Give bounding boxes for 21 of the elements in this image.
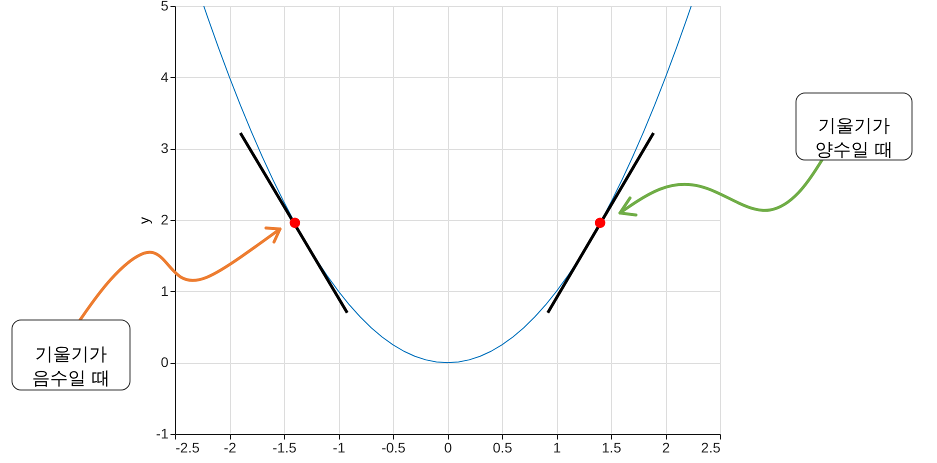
y-tick-label: 3 — [160, 140, 169, 156]
x-tick-label: -2.5 — [176, 440, 200, 456]
x-tick-label: 0.5 — [492, 440, 512, 456]
x-tick-label: -1.5 — [272, 440, 297, 456]
x-tick-label: 0 — [444, 440, 452, 456]
y-tick-label: -1 — [156, 426, 169, 442]
x-tick-label: -2 — [224, 440, 236, 456]
y-axis-title: y — [136, 217, 152, 224]
x-tick-label: 2 — [662, 440, 670, 456]
text: 기울기가 양수일 때 — [815, 116, 893, 160]
x-tick-label: 1 — [553, 440, 562, 456]
y-tick-label: 1 — [160, 282, 169, 299]
x-tick-label: -0.5 — [381, 440, 406, 456]
x-tick-label: -1 — [332, 440, 346, 456]
y-tick-label: 0 — [160, 354, 169, 370]
text: 기울기가 음수일 때 — [32, 344, 110, 389]
y-tick-label: 4 — [160, 68, 169, 85]
y-tick-label: 5 — [160, 0, 169, 14]
x-tick-label: 1.5 — [602, 440, 622, 456]
y-tick-label: 2 — [160, 212, 169, 228]
x-tick-label: 2.5 — [701, 440, 721, 456]
